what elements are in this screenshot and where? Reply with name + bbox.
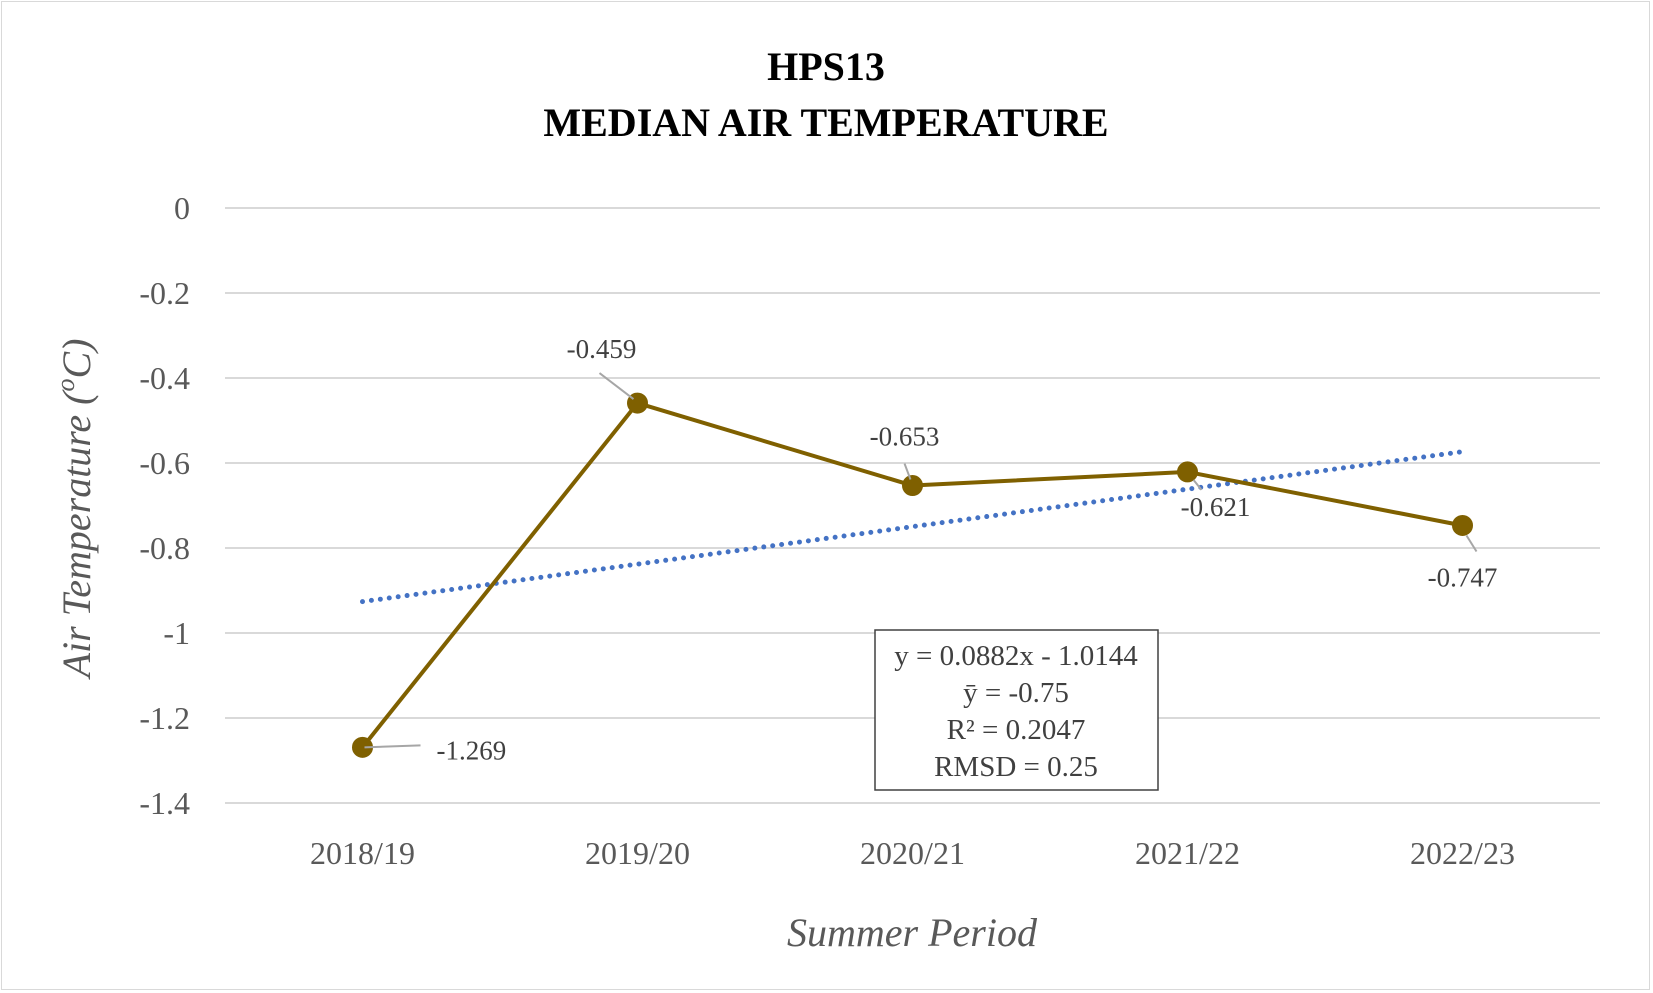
data-point — [1452, 514, 1473, 536]
y-axis-ticks: 0 -0.2 -0.4 -0.6 -0.8 -1 -1.2 -1.4 — [139, 190, 190, 821]
y-tick-label: 0 — [174, 190, 190, 226]
x-axis-ticks: 2018/19 2019/20 2020/21 2021/22 2022/23 — [310, 835, 1515, 871]
x-tick-label: 2018/19 — [310, 835, 415, 871]
x-tick-label: 2021/22 — [1135, 835, 1240, 871]
chart-title-line-1: HPS13 — [767, 44, 885, 89]
x-axis-title: Summer Period — [787, 910, 1038, 955]
data-labels: -1.269 -0.459 -0.653 -0.621 -0.747 — [364, 334, 1498, 765]
data-label: -0.621 — [1181, 492, 1251, 522]
data-label-leader — [598, 372, 635, 400]
y-axis-title-superscript: o — [51, 379, 80, 392]
trendline-equation: y = 0.0882x - 1.0144 — [894, 640, 1138, 672]
y-axis-title-suffix: C) — [54, 339, 99, 379]
trendline-stats-box-border — [874, 629, 1159, 791]
y-tick-label: -1.4 — [139, 785, 190, 821]
y-tick-label: -0.2 — [139, 275, 190, 311]
x-tick-label: 2022/23 — [1410, 835, 1515, 871]
trendline-group — [360, 449, 1465, 605]
data-label: -0.653 — [870, 422, 940, 452]
x-tick-label: 2019/20 — [585, 835, 690, 871]
y-axis-title: Air Temperature (oC) — [51, 339, 99, 681]
data-label-leader — [364, 744, 421, 749]
data-point — [1177, 461, 1198, 483]
trendline — [360, 449, 1465, 605]
trendline-mean: ȳ = -0.75 — [963, 677, 1069, 709]
y-tick-label: -1.2 — [139, 700, 190, 736]
y-tick-label: -1 — [163, 615, 190, 651]
data-label: -0.747 — [1428, 562, 1498, 592]
trendline-rmsd: RMSD = 0.25 — [934, 751, 1098, 783]
trendline-r-squared: R² = 0.2047 — [947, 714, 1086, 746]
chart-title-line-2: MEDIAN AIR TEMPERATURE — [543, 100, 1108, 145]
y-tick-label: -0.8 — [139, 530, 190, 566]
data-point — [902, 475, 923, 497]
x-tick-label: 2020/21 — [860, 835, 965, 871]
y-axis-title-prefix: Air Temperature ( — [54, 389, 99, 681]
data-label-leader — [1465, 534, 1478, 553]
data-label-leader — [1192, 479, 1203, 491]
data-label: -0.459 — [567, 334, 637, 364]
trendline-stats-box: y = 0.0882x - 1.0144 ȳ = -0.75 R² = 0.20… — [874, 629, 1159, 791]
series-group — [352, 392, 1473, 758]
y-tick-label: -0.6 — [139, 445, 190, 481]
data-label-leader — [903, 463, 912, 480]
data-label: -1.269 — [437, 735, 507, 765]
y-tick-label: -0.4 — [139, 360, 190, 396]
